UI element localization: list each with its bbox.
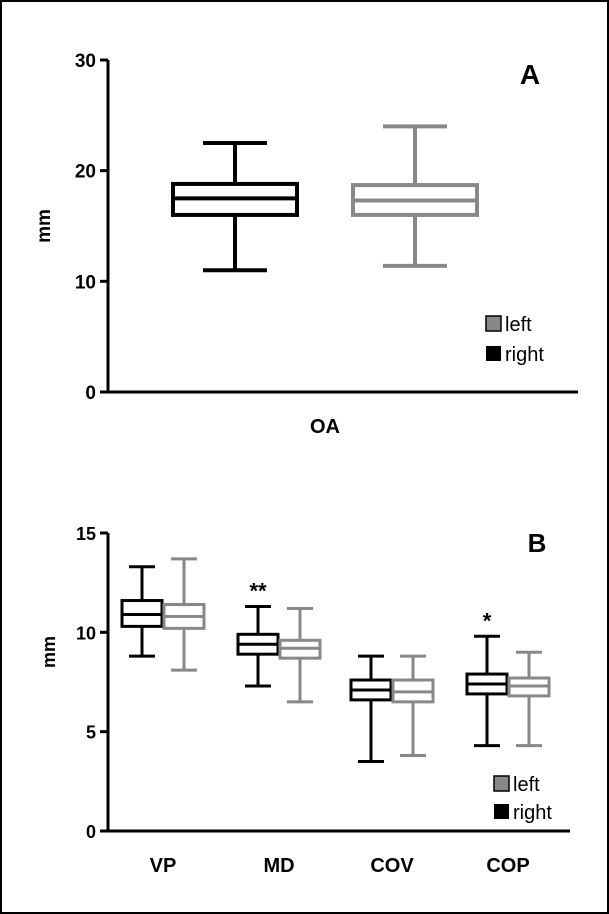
panel-a-box-oa-right [171,141,299,273]
panel-a-x-tick-label: OA [310,416,340,438]
panel-b-x-tick-label-cov: COV [370,855,414,877]
panel-b-box-md-right: ** [236,579,280,688]
significance-marker: ** [249,579,267,604]
panel-b-legend-left-swatch [493,775,510,792]
panel-b-box-vp-left [162,557,206,672]
panel-b-y-tick-label-1: 5 [86,723,96,743]
panel-b-legend: left right [493,774,552,824]
panel-b-box-cop-left [507,650,551,748]
panel-b-legend-right-label: right [513,802,552,824]
panel-b-y-tick-label-3: 15 [76,524,96,544]
panel-b-legend-left-label: left [513,774,540,796]
panel-a-box-oa-left [351,124,479,268]
panel-a-legend-right-swatch [486,346,501,361]
panel-b-x-tick-label-md: MD [263,855,294,877]
panel-a: A mm 0 10 20 30 OA left right [34,51,578,438]
panel-a-label: A [520,59,540,90]
panel-b-label: B [528,528,547,558]
panel-b-y-tick-label-2: 10 [76,623,96,643]
panel-b-x-tick-label-vp: VP [150,855,177,877]
panel-a-legend: left right [485,314,544,366]
panel-b-box-cop-right: * [465,608,509,748]
panel-b-box-vp-right [120,565,164,658]
panel-b-box-cov-left [391,654,435,758]
panel-a-y-axis-label: mm [34,209,55,243]
panel-a-y-tick-label-0: 0 [85,383,96,404]
panel-a-legend-left-swatch [485,315,502,332]
significance-marker: * [483,608,492,633]
panel-b-legend-right-swatch [494,804,509,819]
panel-a-y-tick-label-3: 30 [75,51,96,72]
panel-a-y-tick-label-2: 20 [75,162,96,183]
panel-a-y-tick-label-1: 10 [75,272,96,293]
panel-b-x-tick-label-cop: COP [486,855,529,877]
panel-b-y-tick-label-0: 0 [86,822,96,842]
panel-b-box-md-left [278,606,322,704]
panel-b-y-axis-label: mm [39,636,59,668]
panel-b-box-cov-right [349,654,393,763]
panel-a-legend-left-label: left [505,314,532,336]
panel-a-legend-right-label: right [505,344,544,366]
